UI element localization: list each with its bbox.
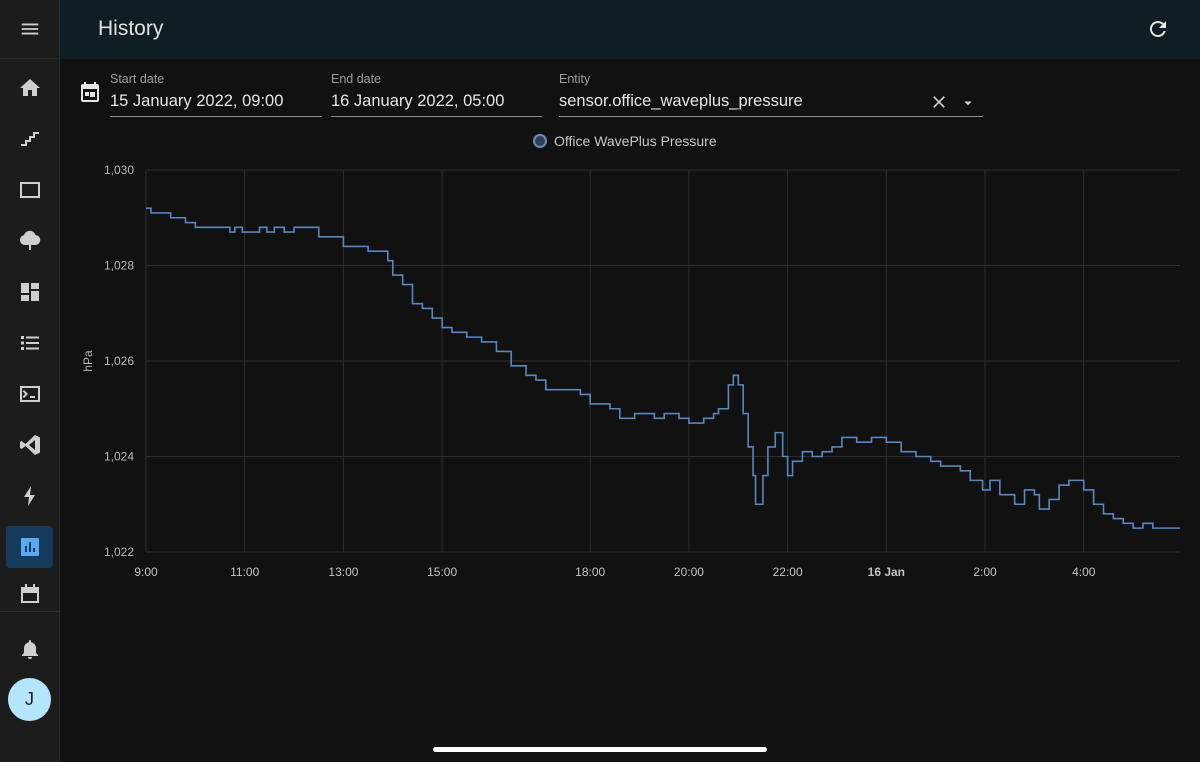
lightning-icon [23, 486, 35, 506]
end-date-underline [331, 116, 542, 117]
list-icon [20, 336, 39, 350]
sidebar-divider [0, 611, 59, 612]
sidebar-item-overview[interactable] [6, 67, 53, 109]
x-tick-label: 9:00 [134, 565, 158, 579]
sidebar-item-esphome[interactable] [6, 475, 53, 517]
end-date-value: 16 January 2022, 05:00 [331, 92, 505, 110]
entity-label: Entity [559, 72, 591, 86]
x-tick-label: 15:00 [427, 565, 457, 579]
home-indicator [433, 747, 767, 752]
end-date-label: End date [331, 72, 382, 86]
y-tick-label: 1,028 [104, 259, 134, 273]
menu-icon [21, 23, 38, 35]
entity-picker[interactable]: Entity sensor.office_waveplus_pressure [559, 70, 983, 117]
screen-icon [19, 182, 40, 198]
menu-button[interactable] [0, 0, 59, 59]
user-initial: J [25, 689, 34, 709]
legend-label: Office WavePlus Pressure [554, 133, 717, 149]
dropdown-arrow-icon[interactable] [959, 94, 977, 112]
x-tick-label: 13:00 [328, 565, 358, 579]
entity-value: sensor.office_waveplus_pressure [559, 92, 803, 110]
sidebar-item-vscode[interactable] [6, 424, 53, 466]
y-tick-label: 1,026 [104, 354, 134, 368]
sidebar-item-energy[interactable] [6, 118, 53, 160]
start-date-label: Start date [110, 72, 165, 86]
pressure-series-line [146, 207, 1180, 529]
history-chart[interactable]: 1,022 1,024 1,026 1,028 1,030 9:00 11:00 13:00 1… [60, 155, 1200, 595]
start-date-field[interactable]: Start date 15 January 2022, 09:00 [110, 70, 322, 117]
chart-legend[interactable]: Office WavePlus Pressure [533, 133, 717, 149]
clear-icon[interactable] [929, 92, 949, 112]
start-date-value: 15 January 2022, 09:00 [110, 92, 284, 110]
chart-box-icon [20, 538, 39, 556]
app-header: History [60, 0, 1200, 59]
page-title: History [98, 17, 164, 40]
refresh-icon[interactable] [1146, 17, 1170, 41]
sidebar-item-calendar[interactable] [6, 573, 53, 615]
x-tick-label: 4:00 [1072, 565, 1096, 579]
y-tick-label: 1,030 [104, 163, 134, 177]
x-tick-label: 2:00 [973, 565, 997, 579]
sidebar-item-notifications[interactable] [6, 628, 53, 670]
stairs-icon [20, 132, 39, 146]
sidebar-item-history[interactable] [6, 526, 53, 568]
entity-underline [559, 116, 983, 117]
legend-swatch [533, 134, 547, 148]
x-tick-label: 11:00 [230, 565, 259, 579]
sidebar-item-map[interactable] [6, 169, 53, 211]
vscode-icon [19, 435, 40, 455]
x-tick-label: 16 Jan [868, 565, 905, 579]
sidebar-item-logbook[interactable] [6, 220, 53, 262]
user-avatar[interactable]: J [8, 678, 51, 721]
bell-icon [21, 640, 38, 659]
x-tick-label: 22:00 [773, 565, 803, 579]
start-date-underline [110, 116, 322, 117]
calendar-picker-icon[interactable] [78, 80, 102, 104]
dashboard-icon [20, 283, 39, 301]
y-axis-label: hPa [81, 350, 95, 372]
sidebar-item-terminal[interactable] [6, 373, 53, 415]
calendar-icon [20, 584, 39, 603]
y-tick-label: 1,024 [104, 450, 134, 464]
x-tick-label: 20:00 [674, 565, 704, 579]
sidebar-item-todo[interactable] [6, 322, 53, 364]
tree-icon [19, 230, 40, 250]
sidebar-item-dashboard[interactable] [6, 271, 53, 313]
terminal-icon [19, 386, 40, 402]
x-tick-label: 18:00 [575, 565, 605, 579]
home-icon [19, 79, 40, 96]
sidebar: J [0, 0, 60, 762]
end-date-field[interactable]: End date 16 January 2022, 05:00 [331, 70, 542, 117]
y-tick-label: 1,022 [104, 545, 134, 559]
